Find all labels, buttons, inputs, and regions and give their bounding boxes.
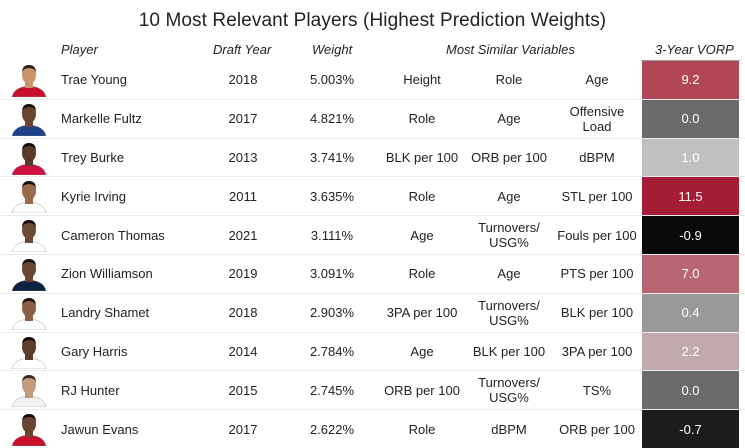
similar-variable-1: Age xyxy=(410,227,434,243)
player-name: Jawun Evans xyxy=(61,421,139,437)
table-row: Trey Burke 2013 3.741% BLK per 100 ORB per 1… xyxy=(0,137,745,177)
vorp-cell: -0.7 xyxy=(642,410,739,448)
draft-year: 2017 xyxy=(228,421,258,437)
similar-variable-2: Age xyxy=(497,111,521,127)
draft-year: 2013 xyxy=(228,149,258,165)
similar-variable-1: 3PA per 100 xyxy=(386,305,458,321)
header-draft-year: Draft Year xyxy=(213,42,272,57)
player-headshot-icon xyxy=(8,102,50,136)
similar-variable-1: Role xyxy=(408,188,436,204)
similar-variable-2: Turnovers/USG% xyxy=(478,297,540,328)
similar-variable-3: PTS per 100 xyxy=(560,266,634,282)
vorp-cell: 0.4 xyxy=(642,293,739,332)
vorp-cell: -0.9 xyxy=(642,216,739,254)
similar-variable-3: ORB per 100 xyxy=(559,421,635,437)
weight-value: 2.745% xyxy=(309,382,355,398)
player-name: Trey Burke xyxy=(61,149,125,165)
player-headshot-icon xyxy=(8,63,50,97)
player-name: RJ Hunter xyxy=(61,382,120,398)
similar-variable-3: dBPM xyxy=(579,149,615,165)
weight-value: 2.784% xyxy=(309,343,355,359)
player-headshot-icon xyxy=(8,179,50,214)
player-name: Cameron Thomas xyxy=(61,227,165,243)
similar-variable-1: BLK per 100 xyxy=(385,149,459,165)
similar-variable-3: BLK per 100 xyxy=(560,305,634,321)
similar-variable-2: Role xyxy=(495,72,523,88)
player-name: Zion Williamson xyxy=(61,266,153,282)
weight-value: 2.903% xyxy=(309,305,355,321)
header-vorp-box xyxy=(641,38,740,61)
weight-value: 2.622% xyxy=(309,421,355,437)
player-headshot-icon xyxy=(8,141,50,175)
weight-value: 4.821% xyxy=(309,111,355,127)
player-headshot-icon xyxy=(8,257,50,291)
table-row: Trae Young 2018 5.003% Height Role Age 9.2 xyxy=(0,61,745,99)
vorp-cell: 2.2 xyxy=(642,332,739,371)
table-row: Markelle Fultz 2017 4.821% Role Age Offensive… xyxy=(0,98,745,138)
draft-year: 2018 xyxy=(228,305,258,321)
similar-variable-2: dBPM xyxy=(491,421,527,437)
player-name: Kyrie Irving xyxy=(61,188,127,204)
weight-value: 3.091% xyxy=(309,266,355,282)
vorp-cell: 7.0 xyxy=(642,254,739,293)
header-vorp: 3-Year VORP xyxy=(655,42,734,57)
weight-value: 3.741% xyxy=(309,149,355,165)
player-headshot-icon xyxy=(8,412,50,447)
player-headshot-icon xyxy=(8,296,50,330)
player-headshot-icon xyxy=(8,335,50,369)
similar-variable-2: BLK per 100 xyxy=(472,343,546,359)
vorp-cell: 1.0 xyxy=(642,138,739,177)
similar-variable-2: ORB per 100 xyxy=(471,149,547,165)
weight-value: 3.635% xyxy=(309,188,355,204)
similar-variable-1: Height xyxy=(403,72,441,88)
players-table: Trae Young 2018 5.003% Height Role Age 9.2 Mark… xyxy=(0,61,745,448)
player-name: Gary Harris xyxy=(61,343,128,359)
similar-variable-3: Fouls per 100 xyxy=(557,227,637,243)
player-headshot-icon xyxy=(8,373,50,408)
chart-title: 10 Most Relevant Players (Highest Predic… xyxy=(138,10,607,31)
player-name: Markelle Fultz xyxy=(61,111,142,127)
similar-variable-1: ORB per 100 xyxy=(384,382,460,398)
vorp-cell: 0.0 xyxy=(642,371,739,410)
similar-variable-1: Role xyxy=(408,421,436,437)
vorp-cell: 11.5 xyxy=(642,177,739,216)
draft-year: 2018 xyxy=(228,72,258,88)
similar-variable-2: Turnovers/USG% xyxy=(478,375,540,406)
similar-variable-3: 3PA per 100 xyxy=(561,343,633,359)
weight-value: 3.111% xyxy=(310,227,354,243)
table-row: Zion Williamson 2019 3.091% Role Age PTS per … xyxy=(0,253,745,293)
draft-year: 2021 xyxy=(228,227,258,243)
similar-variable-3: TS% xyxy=(582,382,612,398)
table-row: Jawun Evans 2017 2.622% Role dBPM ORB per 100… xyxy=(0,409,745,448)
similar-variable-1: Age xyxy=(410,343,434,359)
similar-variable-3: Age xyxy=(585,72,609,88)
table-row: Cameron Thomas 2021 3.111% Age Turnovers/USG… xyxy=(0,215,745,254)
similar-variable-2: Turnovers/USG% xyxy=(478,220,540,251)
player-headshot-icon xyxy=(8,218,50,253)
header-player: Player xyxy=(61,42,98,57)
similar-variable-2: Age xyxy=(497,266,521,282)
draft-year: 2011 xyxy=(229,188,257,204)
table-row: Gary Harris 2014 2.784% Age BLK per 100 3PA p… xyxy=(0,331,745,371)
similar-variable-3: STL per 100 xyxy=(561,188,633,204)
table-row: Kyrie Irving 2011 3.635% Role Age STL per 100… xyxy=(0,176,745,216)
draft-year: 2019 xyxy=(228,266,258,282)
table-row: RJ Hunter 2015 2.745% ORB per 100 Turnovers/… xyxy=(0,370,745,410)
player-name: Landry Shamet xyxy=(61,305,150,321)
weight-value: 5.003% xyxy=(309,72,355,88)
header-weight: Weight xyxy=(312,42,353,57)
similar-variable-2: Age xyxy=(497,188,521,204)
draft-year: 2015 xyxy=(228,382,258,398)
vorp-cell: 0.0 xyxy=(642,99,739,138)
draft-year: 2014 xyxy=(228,343,258,359)
similar-variable-3: Offensive Load xyxy=(569,103,625,134)
header-similar-variables: Most Similar Variables xyxy=(446,42,575,57)
player-name: Trae Young xyxy=(61,72,128,88)
similar-variable-1: Role xyxy=(408,111,436,127)
table-row: Landry Shamet 2018 2.903% 3PA per 100 Turnov… xyxy=(0,292,745,332)
vorp-cell: 9.2 xyxy=(642,61,739,99)
draft-year: 2017 xyxy=(228,111,258,127)
similar-variable-1: Role xyxy=(408,266,436,282)
